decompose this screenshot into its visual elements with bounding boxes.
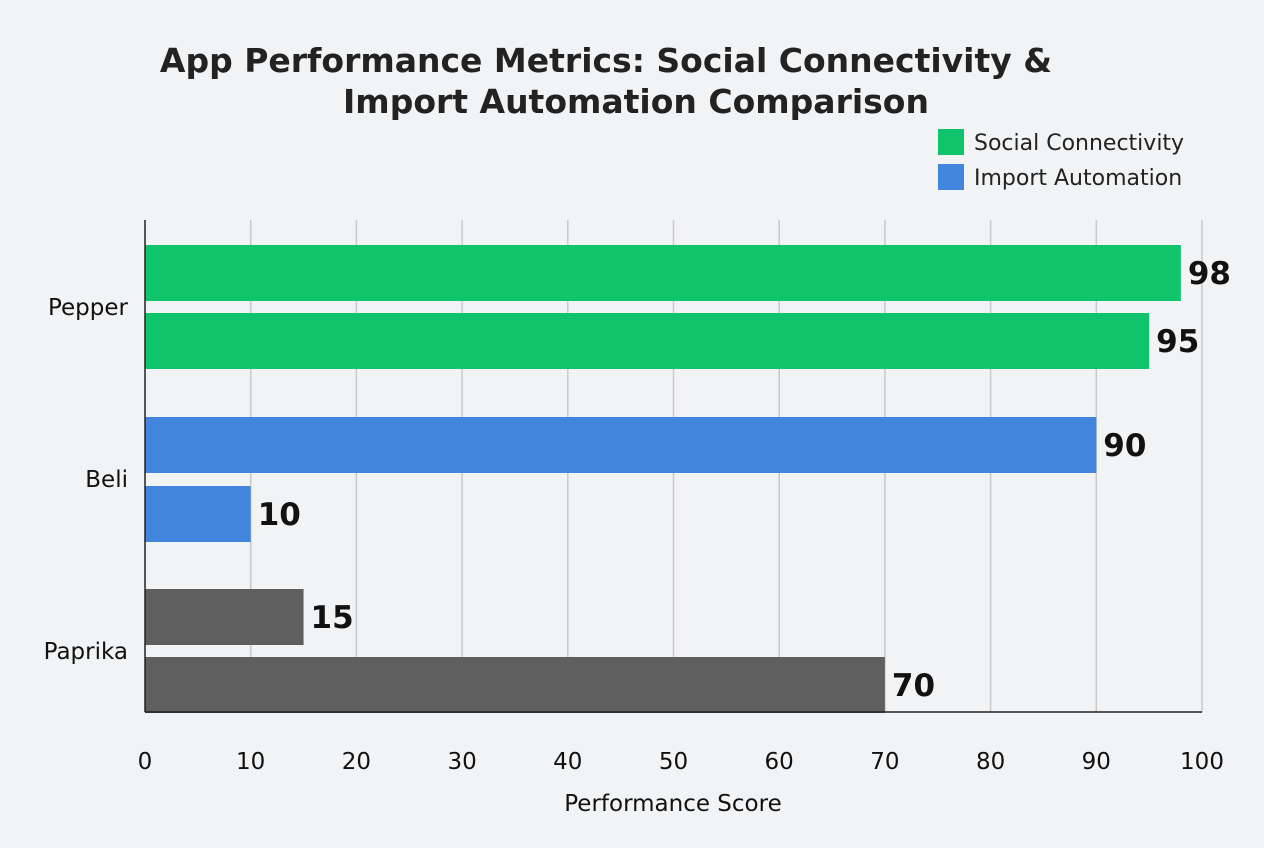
legend-label-0: Social Connectivity xyxy=(974,131,1184,156)
x-tick-label-30: 30 xyxy=(447,749,476,775)
bar-pepper-1 xyxy=(145,313,1150,369)
data-label-paprika-5: 70 xyxy=(892,668,935,704)
legend-swatch-0 xyxy=(938,129,964,155)
data-label-beli-3: 10 xyxy=(258,497,301,533)
x-tick-label-70: 70 xyxy=(870,749,899,775)
x-tick-label-90: 90 xyxy=(1082,749,1111,775)
data-label-beli-2: 90 xyxy=(1103,428,1146,464)
x-tick-label-0: 0 xyxy=(138,749,153,775)
bar-beli-2 xyxy=(145,417,1097,473)
bar-paprika-4 xyxy=(145,589,304,645)
x-axis-title: Performance Score xyxy=(564,791,781,817)
x-tick-label-20: 20 xyxy=(342,749,371,775)
x-tick-label-40: 40 xyxy=(553,749,582,775)
x-tick-label-60: 60 xyxy=(765,749,794,775)
bar-paprika-5 xyxy=(145,657,885,713)
x-tick-labels: 0 10 20 30 40 50 60 70 80 90 100 xyxy=(138,749,1224,775)
x-tick-label-100: 100 xyxy=(1180,749,1224,775)
x-tick-label-80: 80 xyxy=(976,749,1005,775)
data-label-pepper-1: 95 xyxy=(1156,324,1199,360)
x-tick-label-50: 50 xyxy=(659,749,688,775)
bar-pepper-0 xyxy=(145,245,1181,301)
category-label-paprika: Paprika xyxy=(44,639,128,665)
x-tick-label-10: 10 xyxy=(236,749,265,775)
data-label-pepper-0: 98 xyxy=(1188,256,1231,292)
legend-swatch-1 xyxy=(938,164,964,190)
category-label-pepper: Pepper xyxy=(48,295,129,321)
legend: Social Connectivity Import Automation xyxy=(938,129,1184,191)
axes xyxy=(144,220,1202,713)
category-labels: Pepper Beli Paprika xyxy=(44,295,129,665)
legend-label-1: Import Automation xyxy=(974,166,1182,191)
category-label-beli: Beli xyxy=(85,467,128,493)
data-label-paprika-4: 15 xyxy=(311,600,354,636)
chart-title-line-2: Import Automation Comparison xyxy=(343,82,929,121)
data-labels: 98 95 90 10 15 70 xyxy=(258,256,1231,704)
bar-beli-3 xyxy=(145,486,251,542)
chart-title-line-1: App Performance Metrics: Social Connecti… xyxy=(160,41,1052,80)
bars xyxy=(145,245,1181,713)
